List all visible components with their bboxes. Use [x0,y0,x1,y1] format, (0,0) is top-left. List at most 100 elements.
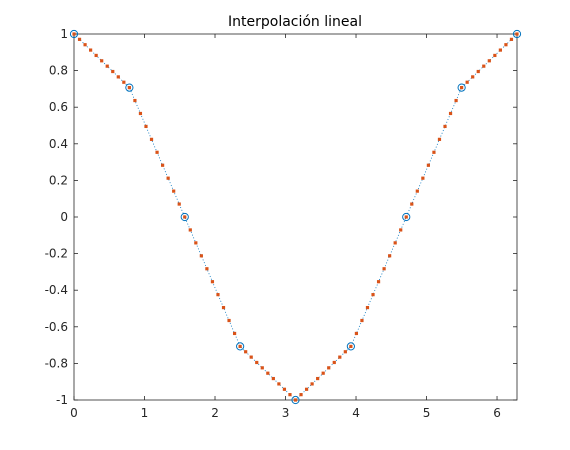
interpolated-point [188,228,192,232]
y-tick-label: 0 [60,210,68,224]
interpolated-point [100,59,104,63]
interpolated-point [426,163,430,167]
sample-point [512,29,522,39]
interpolated-point [493,53,497,58]
interpolated-point [288,393,292,397]
x-tick-label: 0 [70,406,78,420]
interpolated-point [122,80,126,84]
interpolated-series [72,32,519,402]
interpolated-point [105,64,109,68]
interpolated-point [299,393,303,397]
interpolated-point [321,371,325,375]
interpolated-point [304,387,309,391]
interpolated-point [371,293,375,297]
interpolated-point [509,37,514,41]
y-tick-label: -0.4 [45,283,68,297]
interpolated-point [482,64,486,68]
interpolated-point [393,241,397,245]
interpolated-point [399,228,403,232]
interpolated-point [504,43,508,47]
interpolated-point [271,376,275,381]
y-tick-label: 1 [60,27,68,41]
interpolated-point [255,360,259,365]
interpolated-point [94,53,98,58]
interpolated-point [437,137,442,141]
sample-point [346,342,355,351]
interpolated-point [432,150,436,154]
interpolated-point [238,344,242,348]
interpolated-point [205,267,209,271]
interpolated-point [443,124,447,129]
interpolated-point [332,360,336,365]
plot-area [73,33,518,401]
y-tick-label: -0.8 [45,356,68,370]
interpolated-point [244,350,248,354]
interpolated-point [454,98,458,103]
y-axis: 1 0.8 0.6 0.4 0.2 0 -0.2 -0.4 -0.6 -0.8 -1 [45,27,517,407]
interpolated-point [133,98,137,103]
y-tick-label: 0.8 [49,64,68,78]
interpolated-point [149,137,154,141]
interpolated-point [199,254,203,258]
interpolated-point [232,331,237,336]
interpolated-point [327,366,331,370]
interpolated-point [221,305,226,310]
x-tick-label: 4 [352,406,360,420]
interpolated-point [282,387,287,391]
interpolated-point [183,215,187,219]
interpolated-point [166,176,170,180]
interpolated-point [404,215,408,219]
axes-box [73,33,518,401]
interpolated-point [111,69,115,74]
sample-point [291,395,300,405]
y-tick-label: -1 [56,393,68,407]
interpolated-point [487,59,491,63]
x-tick-label: 2 [211,406,219,420]
interpolated-point [172,189,176,193]
y-tick-label: 0.2 [49,173,68,187]
interpolated-point [460,86,464,90]
sample-point [402,212,411,222]
x-tick-label: 5 [423,406,431,420]
interpolated-point [277,382,281,386]
interpolated-point [155,150,159,154]
interpolated-point [89,48,93,52]
interpolated-point [498,48,502,52]
interpolated-point [83,43,87,47]
interpolated-point [349,344,353,348]
interpolated-point [415,189,419,193]
x-axis: 0 1 2 3 4 5 6 [70,34,501,420]
interpolated-point [382,267,386,271]
interpolated-point [216,293,220,297]
interpolated-point [161,163,165,167]
sample-point [69,29,79,39]
interpolated-point [77,37,82,41]
interpolated-point [266,371,270,375]
chart-title: Interpolación lineal [228,14,362,30]
x-tick-label: 3 [282,406,290,420]
interpolated-point [194,241,198,245]
interpolated-point [448,111,453,116]
interpolated-point [293,398,298,402]
interpolated-point [388,254,392,258]
interpolated-point [260,366,264,370]
sample-point [125,83,134,92]
interpolated-point [316,376,320,381]
y-tick-label: 0.6 [49,100,68,114]
interpolated-point [410,202,414,206]
y-tick-label: -0.6 [45,320,68,334]
sample-point [180,212,189,222]
interpolated-point [249,355,253,359]
sample-point [236,342,245,351]
interpolated-point [354,331,359,336]
interpolated-point [465,80,469,84]
interpolated-point [376,280,381,284]
interpolated-point [421,176,425,180]
x-tick-label: 1 [141,406,149,420]
interpolated-point [210,280,215,284]
interpolated-point [144,124,148,129]
interpolated-point [72,32,76,36]
interpolated-point [227,318,231,323]
sample-point [457,83,466,92]
